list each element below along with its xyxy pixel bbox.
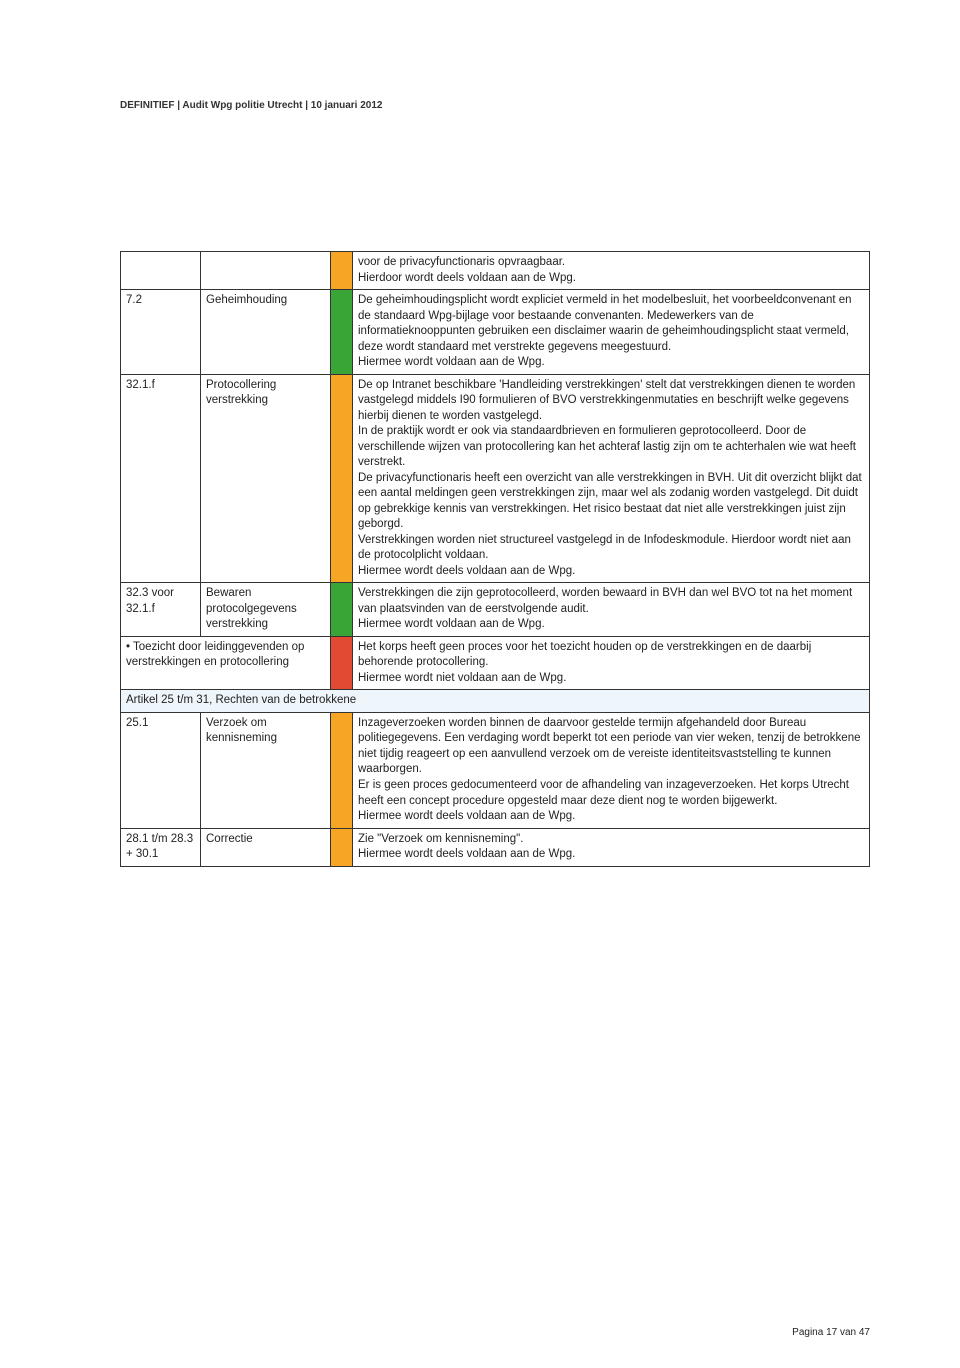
row-topic: Bewaren protocolgegevens verstrekking	[201, 583, 331, 637]
status-color-cell	[331, 583, 353, 637]
status-color-cell	[331, 290, 353, 375]
status-color-cell	[331, 374, 353, 583]
table-row: voor de privacyfunctionaris opvraagbaar.…	[121, 252, 870, 290]
row-description: Zie "Verzoek om kennisneming". Hiermee w…	[353, 828, 870, 866]
row-topic: Protocollering verstrekking	[201, 374, 331, 583]
row-description: Het korps heeft geen proces voor het toe…	[353, 636, 870, 690]
page-header: DEFINITIEF | Audit Wpg politie Utrecht |…	[120, 100, 870, 111]
status-color-cell	[331, 252, 353, 290]
row-description: voor de privacyfunctionaris opvraagbaar.…	[353, 252, 870, 290]
row-topic: Verzoek om kennisneming	[201, 712, 331, 828]
row-ref	[121, 252, 201, 290]
status-color-cell	[331, 828, 353, 866]
row-ref: 7.2	[121, 290, 201, 375]
table-row: 32.3 voor 32.1.fBewaren protocolgegevens…	[121, 583, 870, 637]
section-header: Artikel 25 t/m 31, Rechten van de betrok…	[121, 690, 870, 713]
page-footer: Pagina 17 van 47	[792, 1327, 870, 1338]
row-description: De geheimhoudingsplicht wordt expliciet …	[353, 290, 870, 375]
table-row: 28.1 t/m 28.3 + 30.1Correctie Zie "Verzoe…	[121, 828, 870, 866]
row-ref-topic: • Toezicht door leidinggevenden op verst…	[121, 636, 331, 690]
status-color-cell	[331, 636, 353, 690]
row-description: Inzageverzoeken worden binnen de daarvoo…	[353, 712, 870, 828]
row-topic: Geheimhouding	[201, 290, 331, 375]
row-description: Verstrekkingen die zijn geprotocolleerd,…	[353, 583, 870, 637]
row-topic	[201, 252, 331, 290]
row-ref: 32.1.f	[121, 374, 201, 583]
audit-table: voor de privacyfunctionaris opvraagbaar.…	[120, 251, 870, 867]
row-ref: 32.3 voor 32.1.f	[121, 583, 201, 637]
table-row: 32.1.fProtocollering verstrekkingDe op I…	[121, 374, 870, 583]
row-description: De op Intranet beschikbare 'Handleiding …	[353, 374, 870, 583]
row-ref: 28.1 t/m 28.3 + 30.1	[121, 828, 201, 866]
row-ref: 25.1	[121, 712, 201, 828]
page: DEFINITIEF | Audit Wpg politie Utrecht |…	[0, 0, 960, 1368]
table-row: • Toezicht door leidinggevenden op verst…	[121, 636, 870, 690]
section-header-row: Artikel 25 t/m 31, Rechten van de betrok…	[121, 690, 870, 713]
row-topic: Correctie	[201, 828, 331, 866]
table-row: 25.1Verzoek om kennisnemingInzageverzoek…	[121, 712, 870, 828]
table-row: 7.2Geheimhouding De geheimhoudingsplicht …	[121, 290, 870, 375]
status-color-cell	[331, 712, 353, 828]
